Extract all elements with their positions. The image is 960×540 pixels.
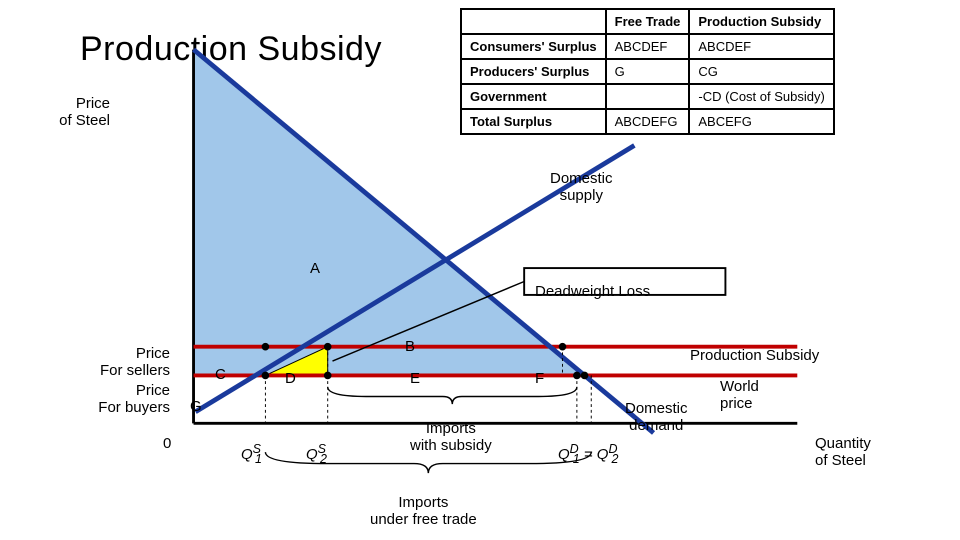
C-label: C (215, 366, 226, 383)
brace-imports-subsidy (328, 387, 577, 404)
th-prod-subsidy: Production Subsidy (689, 9, 833, 34)
dot-qd2-pw (581, 372, 589, 380)
qd-labels: QD1 = QD2 (558, 442, 618, 466)
subsidy-line-label: Production Subsidy (690, 347, 819, 364)
demand-label: Domestic demand (625, 400, 688, 434)
chart: Price of Steel Quantity of Steel 0 Domes… (120, 40, 890, 500)
G-label: G (190, 398, 202, 415)
price-buyers: Price For buyers (90, 382, 170, 416)
A-label: A (310, 260, 320, 277)
dot-F-ps (559, 343, 567, 351)
supply-label: Domestic supply (550, 170, 613, 204)
dot-qs1-pw (262, 372, 270, 380)
imports-subsidy: Imports with subsidy (410, 420, 492, 454)
world-price-label: World price (720, 378, 759, 412)
dot-qs1-ps (262, 343, 270, 351)
price-sellers: Price For sellers (90, 345, 170, 379)
yaxis-label: Price of Steel (55, 95, 110, 129)
origin-label: 0 (163, 435, 171, 452)
qs1-label: QS1 (241, 442, 262, 466)
dot-qd1-pw (573, 372, 581, 380)
qs2-label: QS2 (306, 442, 327, 466)
E-label: E (410, 370, 420, 387)
F-label: F (535, 370, 544, 387)
D-label: D (285, 370, 296, 387)
imports-free: Imports under free trade (370, 494, 477, 528)
th-free-trade: Free Trade (606, 9, 690, 34)
B-label: B (405, 338, 415, 355)
dot-qs2-pw (324, 372, 332, 380)
dwl-label: Deadweight Loss (535, 283, 650, 300)
th-blank (461, 9, 606, 34)
xaxis-label: Quantity of Steel (815, 435, 871, 469)
dot-qs2-ps (324, 343, 332, 351)
